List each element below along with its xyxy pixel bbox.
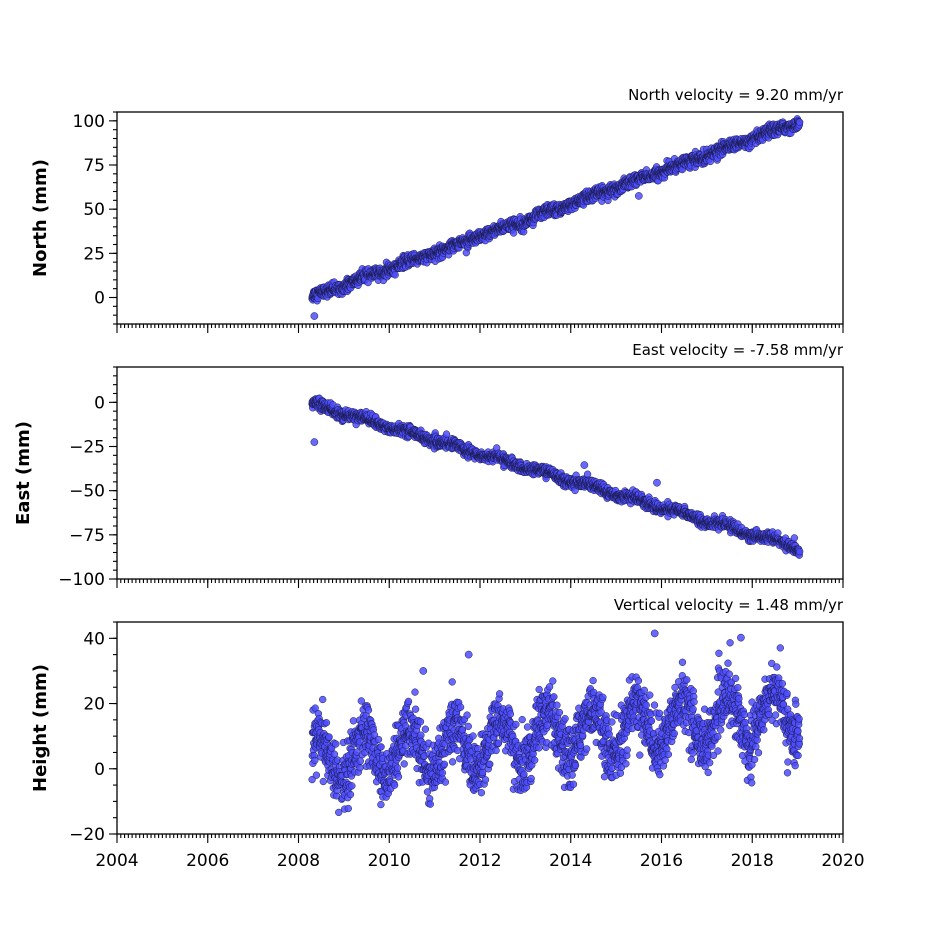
data-point [509,229,518,237]
data-point [344,804,352,813]
y-tick-label: 100 [73,112,105,132]
data-point [356,757,364,765]
outlier-point [310,312,319,320]
data-point [442,430,451,438]
data-point [346,790,355,799]
outlier-point [580,461,589,469]
data-point [325,733,333,741]
plot-frame [116,366,844,580]
y-axis-label: East (mm) [13,421,34,525]
panel-title: East velocity = -7.58 mm/yr [632,341,844,359]
y-tick-label: 0 [94,393,105,413]
outlier-point [653,478,661,487]
data-point [364,706,373,714]
y-tick-label: 50 [83,200,105,220]
data-point [356,764,364,772]
data-point [790,534,799,542]
scatter-points-0 [308,115,804,320]
data-point [348,782,356,790]
data-point [796,547,804,556]
scatter-points-1 [308,394,804,559]
data-point [319,695,327,704]
scatter-points-2 [308,629,804,817]
y-tick-label: −50 [69,482,105,502]
panel-0: 0 25 50 75 100 North velocity = 9.20 mm/yr Nor… [30,86,844,333]
y-tick-label: 75 [83,156,105,176]
y-tick-label: 25 [83,244,105,264]
y-tick-label: −100 [58,570,105,590]
data-point [311,756,319,765]
data-point [319,777,327,786]
outlier-point [634,192,643,200]
data-point [583,470,592,478]
data-point [391,271,399,279]
y-axis-label: North (mm) [30,159,51,277]
data-point [332,740,340,748]
data-point [322,719,331,727]
panel-1: −100 −75 −50 −25 0 East velocity = -7.58 mm/y… [13,341,844,590]
y-tick-label: −75 [69,526,105,546]
outlier-point [310,438,319,446]
data-point [312,771,321,779]
y-tick-label: 0 [94,289,105,309]
y-tick-label: −25 [69,438,105,458]
data-point [349,717,358,725]
panel-title: North velocity = 9.20 mm/yr [628,86,844,104]
data-point [796,118,804,126]
